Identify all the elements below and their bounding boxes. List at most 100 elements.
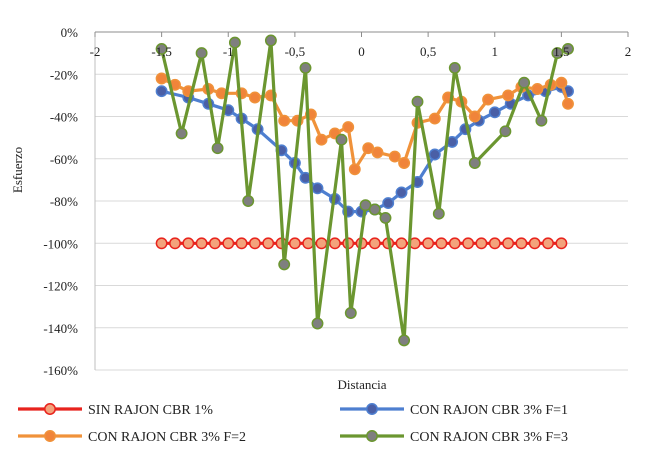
data-point [448,237,461,250]
data-point [228,36,241,49]
x-tick-label: 1 [492,44,499,59]
data-point [302,237,315,250]
data-point [395,237,408,250]
x-tick-label: 2 [625,44,632,59]
data-point [315,237,328,250]
data-point [515,237,528,250]
data-point [555,237,568,250]
data-point [428,112,441,125]
y-tick-label: -120% [43,279,78,294]
data-point [435,237,448,250]
data-point [395,186,408,199]
x-axis-title: Distancia [337,377,386,392]
data-point [482,93,495,106]
data-point [242,195,255,207]
y-tick-label: -20% [50,67,78,82]
y-tick-label: -160% [43,363,78,378]
data-point [411,95,424,108]
data-point [551,47,564,60]
legend-label: CON RAJON CBR 3% F=2 [88,430,246,445]
data-point [328,237,341,250]
data-point [344,307,357,319]
data-point [195,47,208,60]
data-point [278,258,291,271]
axes [94,31,629,370]
x-tick-label: -1 [223,44,234,59]
series-line [160,38,569,342]
data-point [379,211,392,224]
data-point [348,163,361,176]
data-point [502,89,515,102]
data-point [398,334,411,347]
x-tick-label: 1,5 [553,44,569,59]
data-point [531,83,544,95]
legend-label: CON RAJON CBR 3% F=3 [410,430,568,445]
legend-item: CON RAJON CBR 3% F=2 [18,430,246,445]
data-point [155,237,168,250]
data-point [422,237,435,250]
data-point [335,133,348,146]
legend-label: SIN RAJON CBR 1% [88,403,213,418]
data-point [499,125,512,138]
legend-marker [44,403,56,415]
data-point [222,237,235,250]
x-tick-label: 0 [358,44,365,59]
data-point [311,317,324,330]
data-point [562,97,574,110]
data-point [368,237,381,250]
data-point [235,237,248,250]
data-point [211,142,224,155]
data-point [264,34,277,47]
data-point [555,76,568,89]
data-point [155,42,168,55]
series-3 [155,72,574,176]
legend-item: CON RAJON CBR 3% F=1 [340,403,568,418]
data-point [182,237,195,250]
data-point [535,114,548,127]
y-axis-title: Esfuerzo [10,147,25,193]
data-point [248,237,261,250]
y-tick-label: -140% [43,321,78,336]
x-tick-label: 0,5 [420,44,436,59]
legend-item: SIN RAJON CBR 1% [18,403,213,418]
data-point [195,237,208,250]
data-point [175,127,188,140]
series-4 [155,34,574,347]
data-point [248,91,261,104]
data-point [278,114,291,127]
data-point [382,197,395,210]
data-point [155,85,168,98]
data-point [262,237,275,250]
data-point [468,110,481,123]
legend: SIN RAJON CBR 1% CON RAJON CBR 3% F=1 CON … [18,403,568,445]
data-point [488,106,501,119]
legend-label: CON RAJON CBR 3% F=1 [410,403,568,418]
data-point [155,72,168,85]
data-point [518,76,531,89]
data-point [432,207,445,220]
data-point [475,237,488,250]
legend-marker [44,430,56,442]
y-tick-label: 0% [61,25,79,40]
data-point [169,237,181,250]
data-point [368,203,381,216]
data-point [462,237,475,250]
x-tick-label: -1,5 [151,44,172,59]
data-point [342,121,355,134]
data-point [428,148,441,161]
legend-marker [366,403,378,415]
tick-labels: 0% -20% -40% -60% -80% -100% -120% -140% -160% -2… [43,25,631,378]
data-point [488,237,501,250]
data-point [562,42,574,55]
data-point [388,150,401,163]
y-tick-label: -80% [50,194,78,209]
series-group [155,34,574,347]
data-point [311,182,324,195]
y-tick-label: -100% [43,236,78,251]
y-tick-label: -40% [50,110,78,125]
x-tick-label: -2 [90,44,101,59]
data-point [371,146,384,159]
data-point [299,61,312,74]
